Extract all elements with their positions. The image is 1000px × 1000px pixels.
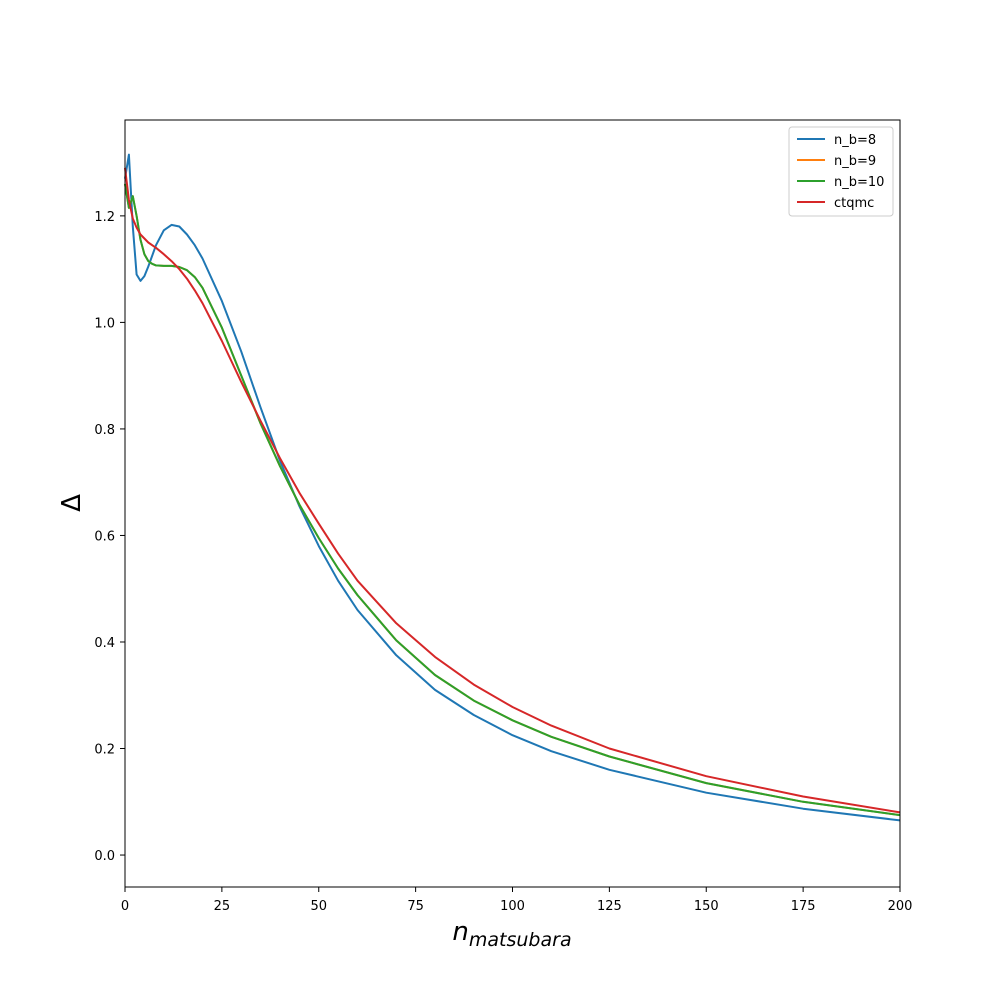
legend-label-3: ctqmc [834, 196, 874, 211]
y-axis: 0.0 0.2 0.4 0.6 0.8 1.0 1.2 [94, 210, 125, 864]
series-layer [124, 153, 901, 822]
x-tick-label: 0 [121, 899, 129, 914]
y-tick-label: 0.6 [94, 529, 115, 544]
legend-label-0: n_b=8 [834, 133, 876, 148]
x-axis-label-main: n [452, 917, 468, 947]
x-axis-label: nmatsubara [452, 917, 571, 951]
legend-label-1: n_b=9 [834, 154, 876, 169]
y-tick-label: 1.2 [94, 210, 115, 225]
series-line-2 [124, 183, 901, 817]
series-line-3 [124, 167, 901, 814]
x-tick-label: 25 [214, 899, 231, 914]
x-tick-label: 200 [888, 899, 913, 914]
x-axis-label-subscript: matsubara [469, 929, 572, 951]
y-tick-label: 0.0 [94, 849, 115, 864]
x-tick-label: 175 [791, 899, 816, 914]
legend-label-2: n_b=10 [834, 175, 884, 190]
y-axis-label: Δ [57, 494, 87, 512]
y-tick-label: 0.4 [94, 636, 115, 651]
y-tick-label: 0.8 [94, 423, 115, 438]
x-tick-label: 100 [500, 899, 525, 914]
legend-box [788, 126, 894, 217]
series-line-0 [124, 153, 901, 822]
x-axis: 0 25 50 75 100 125 150 175 200 [121, 887, 913, 914]
x-tick-label: 125 [597, 899, 622, 914]
x-tick-label: 50 [310, 899, 327, 914]
x-tick-label: 75 [407, 899, 424, 914]
y-tick-label: 1.0 [94, 316, 115, 331]
x-tick-label: 150 [694, 899, 719, 914]
y-tick-label: 0.2 [94, 743, 115, 758]
